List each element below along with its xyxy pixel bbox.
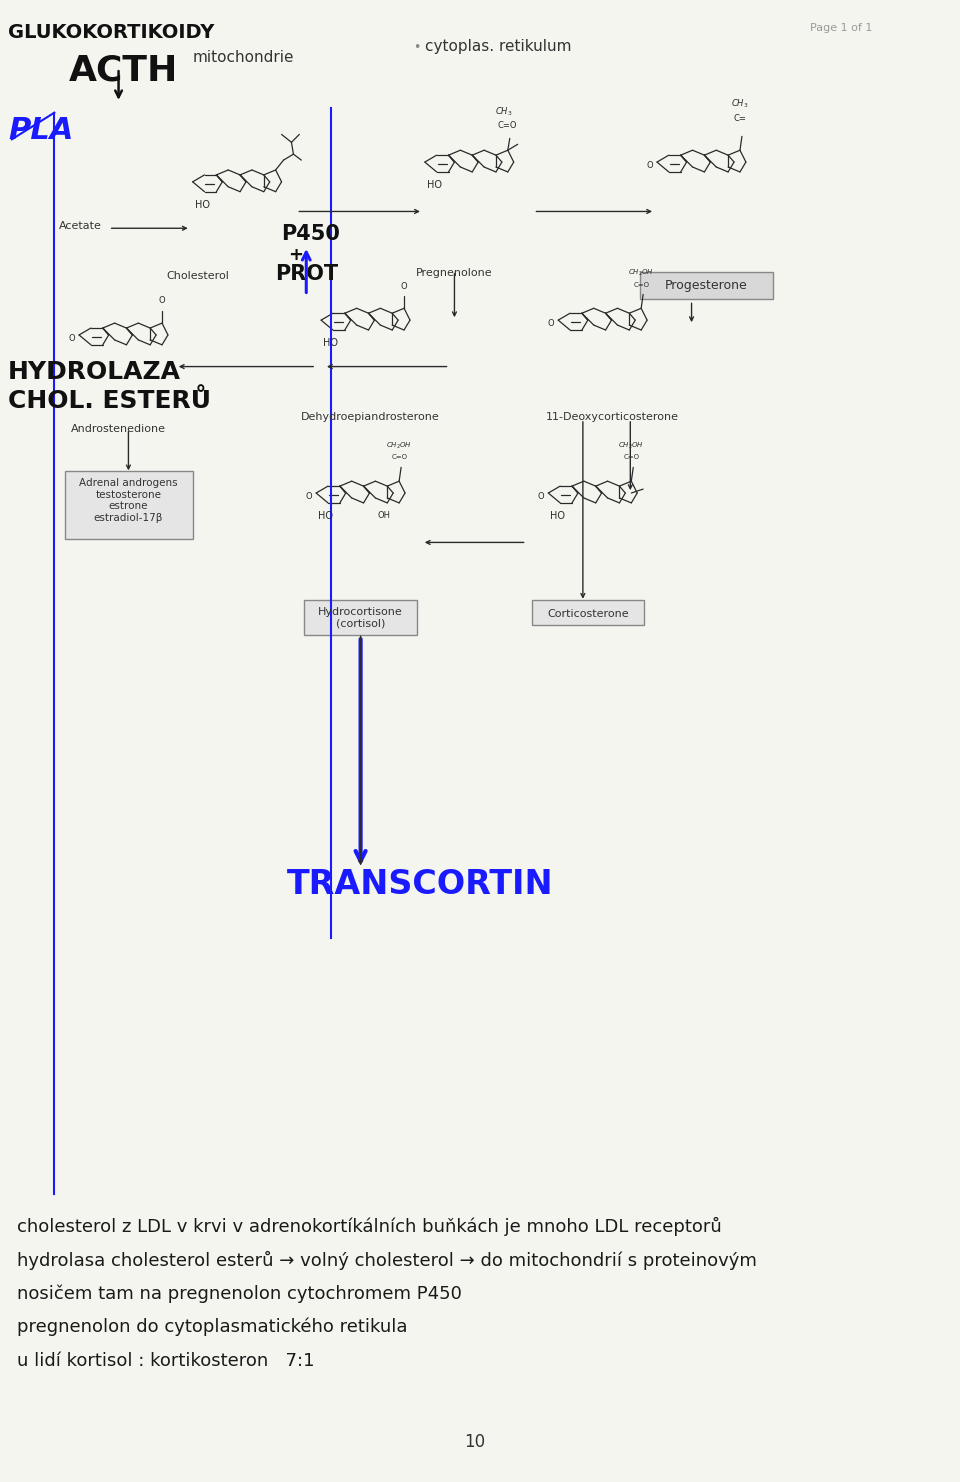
Text: 11-Deoxycorticosterone: 11-Deoxycorticosterone: [546, 412, 679, 422]
Text: O: O: [547, 319, 554, 328]
Text: $CH_2OH$: $CH_2OH$: [618, 440, 644, 451]
Text: O: O: [400, 282, 407, 290]
Text: Hydrocortisone
(cortisol): Hydrocortisone (cortisol): [318, 606, 403, 628]
Text: CHOL. ESTERŮ: CHOL. ESTERŮ: [8, 390, 211, 413]
Text: OH: OH: [377, 511, 391, 520]
Text: $CH_3$: $CH_3$: [495, 105, 513, 119]
Text: nosičem tam na pregnenolon cytochromem P450: nosičem tam na pregnenolon cytochromem P…: [17, 1285, 462, 1303]
Text: Progesterone: Progesterone: [665, 279, 748, 292]
Text: $CH_2OH$: $CH_2OH$: [628, 268, 654, 279]
Text: hydrolasa cholesterol esterů → volný cholesterol → do mitochondrií s proteinovým: hydrolasa cholesterol esterů → volný cho…: [17, 1251, 756, 1270]
Text: GLUKOKORTIKOIDY: GLUKOKORTIKOIDY: [8, 22, 214, 41]
Text: PROT: PROT: [275, 264, 338, 285]
Text: Adrenal androgens
testosterone
estrone
estradiol-17β: Adrenal androgens testosterone estrone e…: [79, 479, 178, 523]
Text: pregnenolon do cytoplasmatického retikula: pregnenolon do cytoplasmatického retikul…: [17, 1317, 408, 1337]
Text: HO: HO: [427, 179, 442, 190]
Text: C=O: C=O: [634, 282, 649, 288]
Text: Androstenedione: Androstenedione: [71, 424, 166, 434]
Text: C=O: C=O: [391, 455, 407, 461]
Text: HO: HO: [550, 511, 565, 520]
Text: O: O: [646, 162, 653, 170]
Text: +: +: [288, 246, 303, 264]
Text: •: •: [413, 40, 420, 53]
Text: Page 1 of 1: Page 1 of 1: [810, 22, 873, 33]
Text: 10: 10: [464, 1433, 485, 1451]
Text: O: O: [68, 333, 75, 342]
Text: O: O: [538, 492, 544, 501]
Text: Acetate: Acetate: [60, 221, 102, 231]
Text: TRANSCORTIN: TRANSCORTIN: [286, 868, 553, 901]
FancyBboxPatch shape: [304, 600, 417, 636]
Text: O: O: [305, 492, 312, 501]
FancyBboxPatch shape: [65, 471, 193, 539]
Text: $CH_3$: $CH_3$: [732, 98, 749, 110]
Text: mitochondrie: mitochondrie: [193, 50, 294, 65]
Text: Pregnenolone: Pregnenolone: [416, 268, 492, 277]
Text: Cholesterol: Cholesterol: [166, 271, 229, 280]
Text: C=O: C=O: [623, 455, 639, 461]
Text: HO: HO: [195, 200, 209, 209]
Text: C=: C=: [733, 114, 747, 123]
Text: PLA: PLA: [8, 116, 73, 145]
Text: C=O: C=O: [497, 122, 516, 130]
Text: HO: HO: [324, 338, 338, 348]
FancyBboxPatch shape: [532, 600, 644, 625]
Text: Corticosterone: Corticosterone: [547, 609, 629, 618]
Text: O: O: [158, 296, 165, 305]
Text: HYDROLAZA: HYDROLAZA: [8, 360, 180, 384]
Text: cholesterol z LDL v krvi v adrenokortíkálních buňkách je mnoho LDL receptorů: cholesterol z LDL v krvi v adrenokortíká…: [17, 1217, 722, 1236]
Text: cytoplas. retikulum: cytoplas. retikulum: [425, 39, 571, 53]
FancyBboxPatch shape: [640, 271, 773, 299]
Text: $CH_2OH$: $CH_2OH$: [386, 440, 412, 451]
Text: P450: P450: [281, 224, 341, 245]
Text: HO: HO: [318, 511, 333, 520]
Text: ACTH: ACTH: [69, 53, 179, 87]
Text: Dehydroepiandrosterone: Dehydroepiandrosterone: [301, 412, 440, 422]
Text: u lidí kortisol : kortikosteron   7:1: u lidí kortisol : kortikosteron 7:1: [17, 1352, 315, 1369]
